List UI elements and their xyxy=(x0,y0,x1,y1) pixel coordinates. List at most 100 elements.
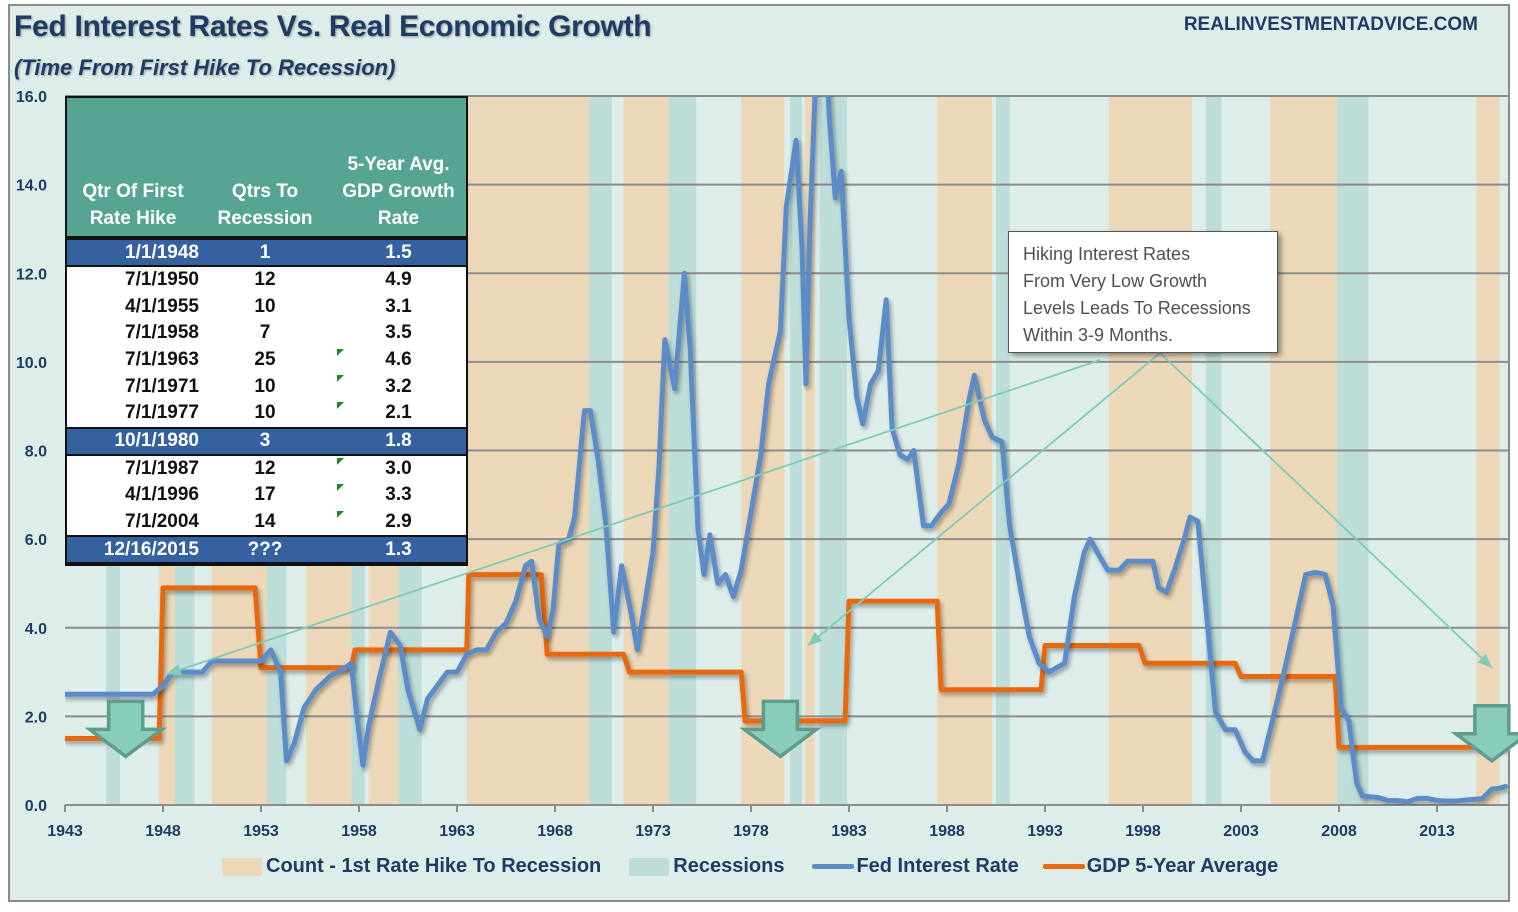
cell-flag-icon xyxy=(337,484,344,492)
cell-gdp: 3.5 xyxy=(385,322,412,344)
legend-swatch-recessions xyxy=(629,857,670,876)
brand-label: REALINVESTMENTADVICE.COM xyxy=(1183,14,1478,35)
legend-swatch-count xyxy=(222,857,262,876)
cell-date: 1/1/1948 xyxy=(125,241,199,263)
y-tick-label: 2.0 xyxy=(25,709,47,726)
legend-swatch-gdp xyxy=(1042,864,1085,869)
column-header-qtrs: Qtrs To Recession xyxy=(217,181,313,229)
series-layer xyxy=(65,96,1508,805)
table-row: 10/1/1980 3 1.8 xyxy=(67,426,466,456)
callout-line: Within 3-9 Months. xyxy=(1023,325,1174,345)
table-row: 7/1/1958 7 3.5 xyxy=(67,320,466,347)
x-tick-label: 1943 xyxy=(47,823,83,840)
table-row: 7/1/1977 10 2.1 xyxy=(67,400,466,427)
cell-flag-icon xyxy=(337,348,344,356)
legend-label: GDP 5-Year Average xyxy=(1086,855,1279,877)
y-tick-label: 8.0 xyxy=(25,444,47,461)
x-tick-label: 1953 xyxy=(243,823,279,840)
callout-line: From Very Low Growth xyxy=(1023,271,1208,291)
callout-pointer-line xyxy=(807,352,1161,647)
table-row: 4/1/1955 10 3.1 xyxy=(67,294,466,321)
y-tick-label: 0.0 xyxy=(25,798,47,815)
pointer-arrowhead-icon xyxy=(807,631,823,646)
cell-flag-icon xyxy=(337,375,344,383)
cell-date: 4/1/1955 xyxy=(125,295,199,317)
callout-pointer-line xyxy=(1159,352,1493,669)
cell-date: 12/16/2015 xyxy=(103,538,199,560)
table-row: 4/1/1996 17 3.3 xyxy=(67,482,466,509)
cell-date: 7/1/1971 xyxy=(125,375,199,397)
annotations-layer xyxy=(84,352,1518,763)
x-tick-label: 1968 xyxy=(537,823,573,840)
column-header-gdp: 5-Year Avg. GDP Growth Rate xyxy=(342,154,455,229)
cell-gdp: 3.1 xyxy=(385,295,412,317)
cell-gdp: 4.9 xyxy=(385,269,412,291)
cell-date: 10/1/1980 xyxy=(114,430,199,452)
legend-item-recessions: Recessions xyxy=(629,855,784,878)
legend-label: Fed Interest Rate xyxy=(856,855,1019,877)
gdp-average-line xyxy=(65,572,1508,750)
cell-date: 7/1/1977 xyxy=(125,402,199,424)
callout-box: Hiking Interest Rates From Very Low Grow… xyxy=(1008,231,1278,353)
legend-label: Recessions xyxy=(673,855,785,877)
cell-qtrs: 3 xyxy=(259,430,271,452)
down-arrow-icon xyxy=(739,699,822,759)
chart-subtitle: (Time From First Hike To Recession) xyxy=(14,55,396,80)
y-tick-label: 10.0 xyxy=(16,355,47,372)
table-row: 7/1/1950 12 4.9 xyxy=(67,267,466,294)
y-tick-label: 16.0 xyxy=(16,89,47,106)
cell-flag-icon xyxy=(337,401,344,409)
table-body: 1/1/1948 1 1.5 7/1/1950 12 4.9 4/1/1955 10 3.1 7/… xyxy=(67,238,466,565)
x-tick-label: 1993 xyxy=(1027,823,1063,840)
cell-qtrs: 14 xyxy=(254,511,276,533)
x-tick-label: 1998 xyxy=(1125,823,1161,840)
cell-qtrs: 10 xyxy=(254,295,276,317)
rate-hike-table: Qtr Of First Rate Hike Qtrs To Recession… xyxy=(65,96,468,567)
axes: 0.0 2.0 4.0 6.0 8.0 10.0 12.0 14.0 16.0 1943 1948 1… xyxy=(16,89,1508,840)
cell-gdp: 2.1 xyxy=(385,402,412,424)
table-row: 7/1/2004 14 2.9 xyxy=(67,509,466,536)
x-tick-label: 1948 xyxy=(145,823,181,840)
cell-date: 7/1/1987 xyxy=(125,457,199,479)
legend: Count - 1st Rate Hike To Recession Reces… xyxy=(222,855,1306,878)
cell-date: 7/1/1958 xyxy=(125,322,199,344)
cell-date: 7/1/1950 xyxy=(125,269,199,291)
cell-gdp: 4.6 xyxy=(385,349,412,371)
x-tick-label: 1983 xyxy=(831,823,867,840)
table-row: 1/1/1948 1 1.5 xyxy=(67,238,466,267)
cell-gdp: 3.3 xyxy=(385,484,412,506)
legend-item-fed-rate: Fed Interest Rate xyxy=(812,855,1019,878)
legend-item-gdp: GDP 5-Year Average xyxy=(1042,855,1279,878)
cell-qtrs: 7 xyxy=(259,322,271,344)
cell-gdp: 1.8 xyxy=(385,430,412,452)
cell-qtrs: 12 xyxy=(254,269,276,291)
x-tick-label: 1988 xyxy=(929,823,965,840)
table-row: 7/1/1971 10 3.2 xyxy=(67,373,466,400)
legend-swatch-fed-rate xyxy=(812,864,855,869)
cell-gdp: 3.0 xyxy=(385,457,412,479)
x-tick-label: 1973 xyxy=(635,823,671,840)
cell-flag-icon xyxy=(337,457,344,465)
cell-qtrs: ??? xyxy=(247,538,283,560)
legend-item-count: Count - 1st Rate Hike To Recession xyxy=(222,855,601,878)
callout-line: Hiking Interest Rates xyxy=(1023,244,1191,264)
cell-qtrs: 1 xyxy=(259,241,271,263)
cell-gdp: 3.2 xyxy=(385,375,412,397)
cell-qtrs: 12 xyxy=(254,457,276,479)
cell-qtrs: 25 xyxy=(254,349,276,371)
column-header-qtr: Qtr Of First Rate Hike xyxy=(82,181,184,229)
x-tick-label: 2003 xyxy=(1223,823,1259,840)
fed-rate-line xyxy=(65,96,1508,805)
x-tick-label: 1978 xyxy=(733,823,769,840)
cell-gdp: 1.5 xyxy=(385,241,412,263)
x-tick-label: 1963 xyxy=(439,823,475,840)
cell-gdp: 1.3 xyxy=(385,538,412,560)
table-row: 7/1/1963 25 4.6 xyxy=(67,347,466,374)
y-tick-label: 6.0 xyxy=(25,532,47,549)
legend-label: Count - 1st Rate Hike To Recession xyxy=(266,855,602,877)
y-tick-label: 12.0 xyxy=(16,266,47,283)
callout-line: Levels Leads To Recessions xyxy=(1023,298,1251,318)
y-tick-label: 14.0 xyxy=(16,178,47,195)
cell-qtrs: 17 xyxy=(254,484,276,506)
cell-date: 7/1/2004 xyxy=(125,511,199,533)
